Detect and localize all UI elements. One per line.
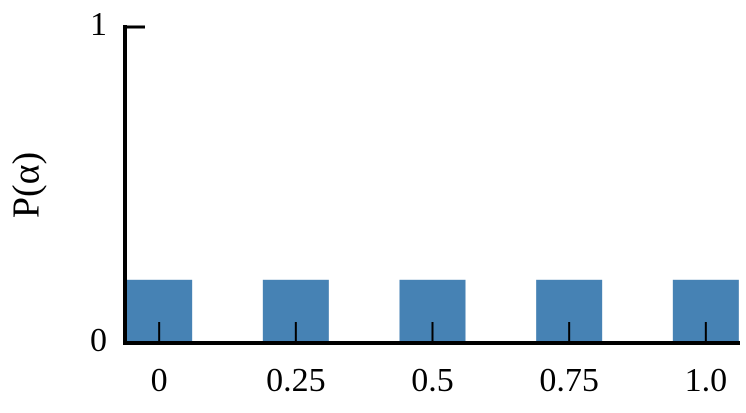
x-tick-label: 1.0: [685, 362, 728, 399]
x-tick-label: 0.25: [266, 362, 326, 399]
y-axis-label: P(α): [6, 152, 48, 218]
x-tick-label: 0.5: [411, 362, 454, 399]
x-tick-label: 0: [151, 362, 168, 399]
y-tick-label: 1: [90, 6, 107, 43]
x-tick-label: 0.75: [539, 362, 599, 399]
y-tick-label: 0: [90, 322, 107, 359]
